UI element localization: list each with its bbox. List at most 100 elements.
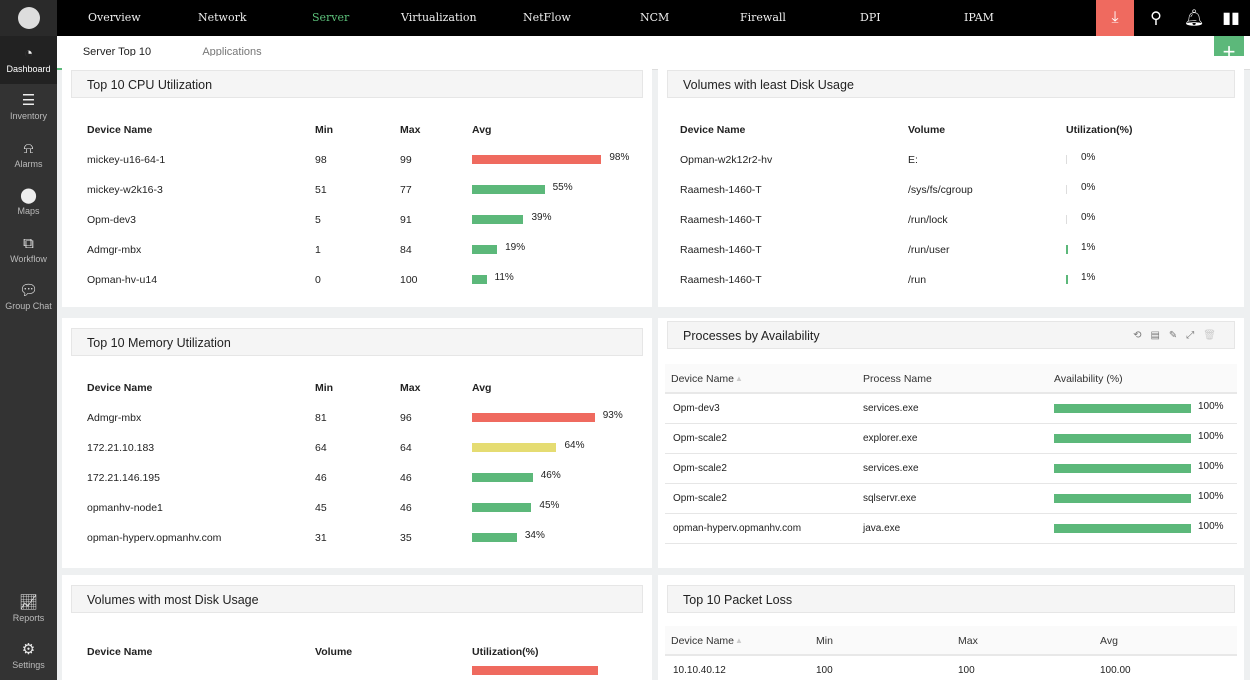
table-cell: java.exe [863, 523, 901, 534]
sidebar-item-maps[interactable]: ⬤ Maps [17, 187, 40, 217]
table-cell: 0 [315, 274, 321, 286]
util-bar [1066, 215, 1067, 224]
availability-bar [1054, 404, 1191, 413]
nav-server[interactable]: Server [312, 11, 350, 24]
table-row[interactable]: mickey-u16-64-1 98 99 98% [62, 145, 652, 175]
table-cell: 99 [400, 154, 412, 166]
table-cell: 10.10.40.12 [673, 665, 726, 676]
table-cell: 100 [958, 665, 975, 676]
table-cell: 100 [400, 274, 418, 286]
table-cell: Device Name [680, 124, 746, 136]
table-cell: Avg [472, 124, 492, 136]
nav-network[interactable]: Network [198, 11, 247, 24]
nav-firewall[interactable]: Firewall [740, 11, 786, 24]
table-row[interactable] [62, 666, 652, 680]
sidebar-item-group-chat[interactable]: 💬︎ Group Chat [5, 282, 52, 312]
expand-icon[interactable]: ⤢ [1186, 330, 1195, 341]
table-row[interactable]: Raamesh-1460-T/run 1% [658, 265, 1244, 295]
table-cell: Raamesh-1460-T [680, 274, 762, 286]
table-cell: /sys/fs/cgroup [908, 184, 973, 196]
table-row[interactable]: mickey-w2k16-3 51 77 55% [62, 175, 652, 205]
nav-dpi[interactable]: DPI [860, 11, 881, 24]
sidebar-item-reports[interactable]: 📈︎ Reports [12, 593, 45, 623]
sidebar: ◔ Dashboard ☰ Inventory ⍾ Alarms ⬤ Maps ⧉ Workflo… [0, 0, 57, 680]
avg-bar [472, 473, 533, 482]
table-row[interactable]: opmanhv-node1 45 46 45% [62, 493, 652, 523]
table-row[interactable]: Opm-scale2 explorer.exe 100% [665, 424, 1237, 454]
table-row[interactable]: Opman-w2k12r2-hv E: 0% [658, 145, 1244, 175]
table-row[interactable]: Admgr-mbx 81 96 93% [62, 403, 652, 433]
table-row[interactable]: 172.21.146.195 46 46 46% [62, 463, 652, 493]
table-cell: /run/user [908, 244, 950, 256]
table-row[interactable]: Opm-scale2 services.exe 100% [665, 454, 1237, 484]
table-row[interactable]: Raamesh-1460-T/run/lock 0% [658, 205, 1244, 235]
table-cell: Admgr-mbx [87, 412, 142, 424]
widgets-icon[interactable]: ▮▮ [1222, 10, 1240, 27]
table-cell: E: [908, 154, 918, 166]
widget-title: Volumes with most Disk Usage [71, 585, 643, 613]
table-row[interactable]: opman-hyperv.opmanhv.com java.exe 100% [665, 514, 1237, 544]
table-row[interactable]: Opman-hv-u14 0 100 11% [62, 265, 652, 295]
bell-icon[interactable]: 🔔︎ [1183, 10, 1205, 27]
nav-overview[interactable]: Overview [88, 11, 141, 24]
sidebar-item-settings[interactable]: ⚙ Settings [12, 641, 45, 671]
avg-label: 46% [540, 470, 561, 481]
delete-icon[interactable]: 🗑︎ [1203, 330, 1216, 341]
table-row[interactable]: Raamesh-1460-T/run/user 1% [658, 235, 1244, 265]
table-cell: 81 [315, 412, 327, 424]
top-nav: Overview Network Server Virtualization NetFl… [57, 0, 1250, 36]
search-icon[interactable]: ⚲ [1150, 10, 1162, 27]
nav-virtualization[interactable]: Virtualization [401, 11, 477, 24]
availability-label: 100% [1198, 431, 1224, 442]
availability-bar [1054, 524, 1191, 533]
table-row[interactable]: Admgr-mbx 1 84 19% [62, 235, 652, 265]
table-cell: Device Name [87, 382, 153, 394]
export-icon[interactable]: ▤ [1150, 330, 1160, 341]
table-row[interactable]: Opm-dev3 5 91 39% [62, 205, 652, 235]
table-row[interactable]: 172.21.10.183 64 64 64% [62, 433, 652, 463]
sort-icon[interactable]: ▲ [735, 636, 743, 645]
avg-bar [472, 185, 545, 194]
avg-bar [472, 503, 532, 512]
table-cell: 46 [400, 472, 412, 484]
sidebar-item-dashboard[interactable]: ◔ Dashboard [0, 36, 57, 84]
table-cell: 35 [400, 532, 412, 544]
table-cell: 51 [315, 184, 327, 196]
table-cell: explorer.exe [863, 433, 918, 444]
user-avatar[interactable] [0, 0, 57, 36]
widget-title: Volumes with least Disk Usage [667, 70, 1235, 98]
table-cell: Min [315, 124, 334, 136]
widget-title: Top 10 CPU Utilization [71, 70, 643, 98]
table-row[interactable]: 10.10.40.12 100 100 100.00 [665, 656, 1237, 680]
sidebar-item-inventory[interactable]: ☰ Inventory [9, 92, 48, 122]
nav-ncm[interactable]: NCM [640, 11, 670, 24]
tab-applications[interactable]: Applications [202, 46, 262, 58]
avg-label: 64% [564, 440, 585, 451]
table-cell: 91 [400, 214, 412, 226]
table-row[interactable]: Opm-scale2 sqlservr.exe 100% [665, 484, 1237, 514]
table-cell: Opm-scale2 [673, 463, 727, 474]
util-label: 1% [1081, 272, 1096, 283]
table-cell: Raamesh-1460-T [680, 244, 762, 256]
table-row[interactable]: Opm-dev3 services.exe 100% [665, 394, 1237, 424]
table-cell: Volume [908, 124, 946, 136]
table-cell: 98 [315, 154, 327, 166]
table-header: Device Name Volume Utilization(%) [658, 115, 1244, 145]
table-row[interactable]: opman-hyperv.opmanhv.com 31 35 34% [62, 523, 652, 553]
download-icon[interactable]: ⤓ [1096, 0, 1134, 36]
nav-ipam[interactable]: IPAM [964, 11, 994, 24]
nav-netflow[interactable]: NetFlow [523, 11, 571, 24]
widget-title: Top 10 Memory Utilization [71, 328, 643, 356]
sidebar-item-alarms[interactable]: ⍾ Alarms [14, 139, 43, 169]
chat-icon: 💬︎ [18, 282, 39, 300]
edit-icon[interactable]: ✎ [1168, 330, 1178, 341]
table-row[interactable]: Raamesh-1460-T/sys/fs/cgroup 0% [658, 175, 1244, 205]
table-cell: 45 [315, 502, 327, 514]
table-cell: Raamesh-1460-T [680, 184, 762, 196]
sidebar-item-workflow[interactable]: ⧉ Workflow [10, 234, 47, 264]
table-cell: Max [400, 124, 421, 136]
avg-bar [472, 275, 487, 284]
sort-icon[interactable]: ▲ [735, 374, 743, 383]
table-cell: services.exe [863, 463, 919, 474]
refresh-icon[interactable]: ⟲ [1133, 330, 1142, 341]
